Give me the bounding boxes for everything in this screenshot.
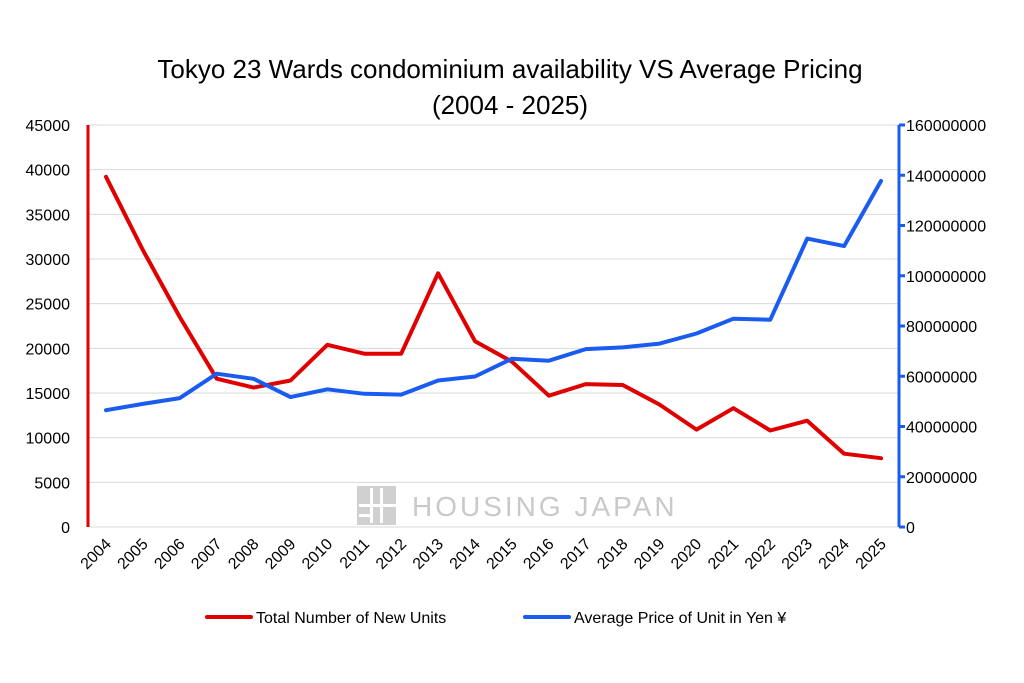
left-y-tick-40000: 40000 [26, 163, 71, 180]
left-y-tick-35000: 35000 [26, 207, 71, 224]
left-y-tick-0: 0 [61, 520, 70, 537]
x-tick-2025: 2025 [853, 536, 890, 573]
legend: Total Number of New Units Average Price … [205, 610, 786, 627]
watermark: HOUSING JAPAN [357, 486, 678, 525]
x-tick-2007: 2007 [188, 536, 225, 573]
legend-label-price: Average Price of Unit in Yen ¥ [574, 610, 786, 627]
series-line-units [104, 174, 883, 461]
x-tick-2016: 2016 [520, 536, 557, 573]
right-y-tick-140000000: 140000000 [906, 168, 986, 185]
right-y-tick-60000000: 60000000 [906, 369, 977, 386]
left-y-tick-25000: 25000 [26, 297, 71, 314]
left-y-tick-5000: 5000 [34, 475, 70, 492]
x-tick-2013: 2013 [410, 536, 447, 573]
right-y-tick-80000000: 80000000 [906, 319, 977, 336]
x-tick-2020: 2020 [668, 536, 705, 573]
x-tick-2023: 2023 [779, 536, 816, 573]
x-tick-2005: 2005 [115, 536, 152, 573]
right-y-tick-100000000: 100000000 [906, 269, 986, 286]
x-tick-2008: 2008 [225, 536, 262, 573]
x-tick-2010: 2010 [299, 536, 336, 573]
x-tick-2004: 2004 [78, 536, 115, 573]
x-tick-2019: 2019 [631, 536, 668, 573]
gridlines [88, 124, 899, 483]
left-y-tick-labels: 0 5000 10000 15000 20000 25000 30000 35000 40000… [26, 118, 71, 537]
x-tick-2021: 2021 [705, 536, 742, 573]
left-y-tick-15000: 15000 [26, 386, 71, 403]
x-tick-2024: 2024 [816, 536, 853, 573]
left-y-tick-20000: 20000 [26, 341, 71, 358]
housing-japan-logo-icon [357, 486, 396, 525]
x-tick-2012: 2012 [373, 536, 410, 573]
left-y-tick-30000: 30000 [26, 252, 71, 269]
series-lines [104, 174, 883, 461]
left-y-tick-45000: 45000 [26, 118, 71, 135]
x-tick-2014: 2014 [447, 536, 484, 573]
right-y-tick-40000000: 40000000 [906, 420, 977, 437]
right-y-tick-160000000: 160000000 [906, 118, 986, 135]
chart-subtitle: (2004 - 2025) [432, 90, 588, 120]
legend-item-units: Total Number of New Units [205, 610, 446, 627]
legend-item-price: Average Price of Unit in Yen ¥ [523, 610, 786, 627]
axes [86, 123, 905, 529]
x-tick-2006: 2006 [151, 536, 188, 573]
chart-title: Tokyo 23 Wards condominium availability … [157, 54, 862, 84]
right-y-tick-20000000: 20000000 [906, 470, 977, 487]
watermark-text: HOUSING JAPAN [412, 491, 678, 522]
x-tick-2017: 2017 [557, 536, 594, 573]
right-y-tick-labels: 0 20000000 40000000 60000000 80000000 1000000… [906, 118, 986, 537]
right-y-tick-0: 0 [906, 520, 915, 537]
x-tick-2011: 2011 [337, 536, 373, 572]
x-tick-2009: 2009 [262, 536, 299, 573]
left-y-tick-10000: 10000 [26, 431, 71, 448]
right-y-tick-120000000: 120000000 [906, 219, 986, 236]
series-line-price [104, 179, 883, 413]
x-tick-2022: 2022 [742, 536, 779, 573]
legend-label-units: Total Number of New Units [256, 610, 446, 627]
x-tick-2018: 2018 [594, 536, 631, 573]
x-tick-2015: 2015 [484, 536, 521, 573]
x-tick-labels: 2004 2005 2006 2007 2008 2009 2010 2011 2012 2013… [78, 536, 890, 573]
